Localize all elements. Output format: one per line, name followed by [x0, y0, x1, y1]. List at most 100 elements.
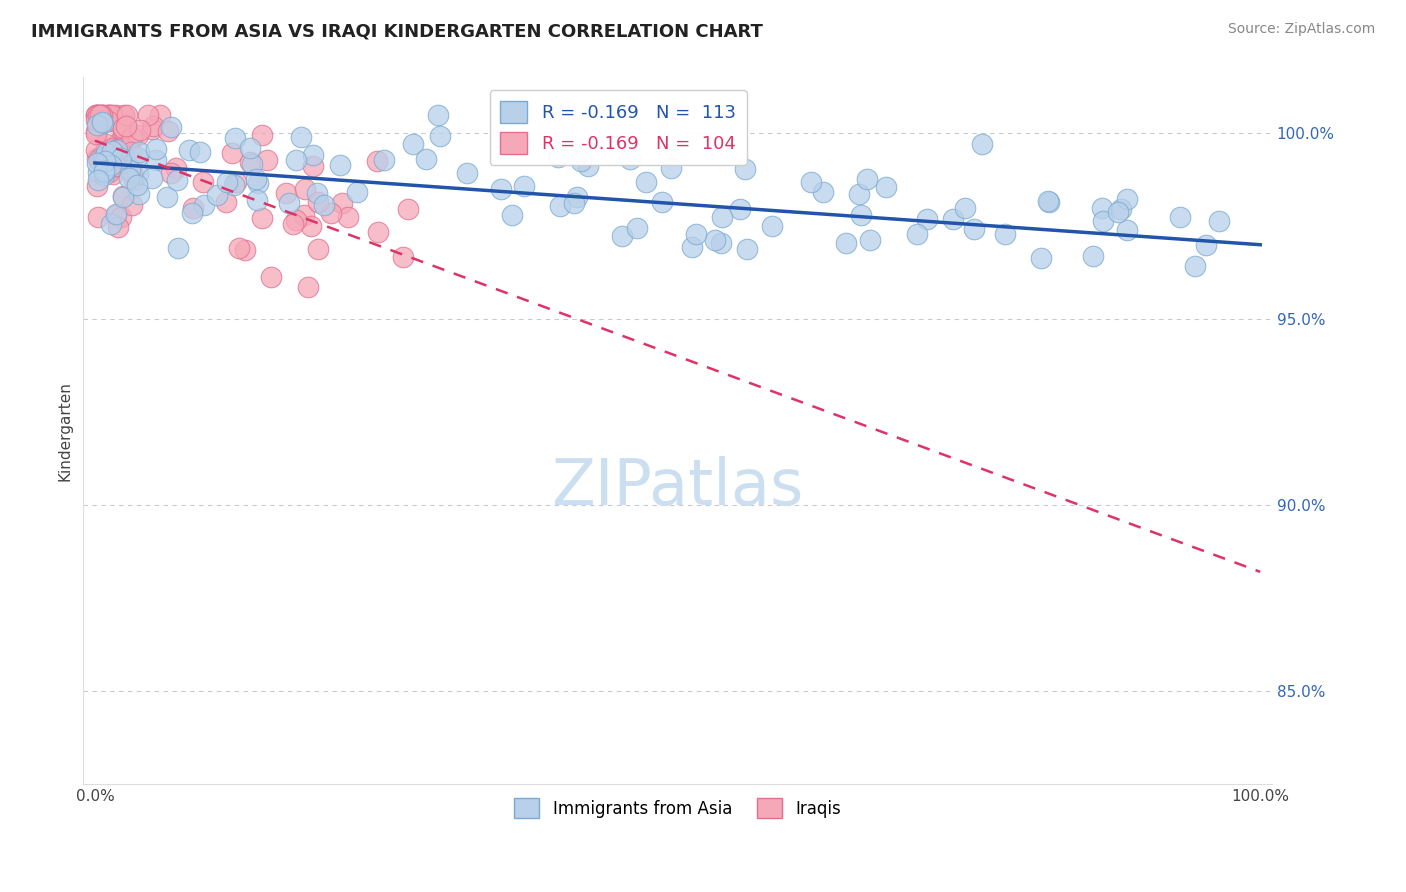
Point — [160, 120, 183, 134]
Point — [659, 161, 682, 175]
Point — [93, 161, 115, 176]
Point — [127, 150, 149, 164]
Point — [294, 182, 316, 196]
Point — [1091, 202, 1114, 216]
Point — [128, 122, 150, 136]
Point — [330, 196, 353, 211]
Point — [84, 107, 107, 121]
Point — [284, 153, 307, 168]
Point — [97, 142, 120, 156]
Point — [276, 186, 298, 200]
Point — [277, 195, 299, 210]
Point — [101, 140, 124, 154]
Point — [221, 145, 243, 160]
Point — [107, 135, 129, 149]
Point — [166, 173, 188, 187]
Point — [94, 146, 117, 161]
Point — [94, 137, 117, 152]
Point — [97, 150, 120, 164]
Point — [217, 175, 239, 189]
Point — [290, 129, 312, 144]
Point — [117, 171, 139, 186]
Point — [1038, 194, 1060, 209]
Point — [1184, 259, 1206, 273]
Point — [651, 195, 673, 210]
Point — [97, 113, 120, 128]
Point — [145, 153, 167, 167]
Point — [128, 145, 150, 159]
Point — [426, 107, 449, 121]
Point — [91, 151, 114, 165]
Point — [97, 150, 120, 164]
Point — [101, 107, 124, 121]
Point — [513, 179, 536, 194]
Point — [905, 227, 928, 241]
Point — [121, 197, 143, 211]
Point — [120, 145, 142, 159]
Point — [849, 209, 872, 223]
Point — [142, 119, 165, 133]
Text: IMMIGRANTS FROM ASIA VS IRAQI KINDERGARTEN CORRELATION CHART: IMMIGRANTS FROM ASIA VS IRAQI KINDERGART… — [31, 22, 763, 40]
Point — [104, 137, 127, 152]
Point — [312, 198, 335, 212]
Point — [149, 107, 172, 121]
Point — [735, 243, 758, 257]
Point — [100, 158, 122, 172]
Point — [1115, 193, 1137, 207]
Point — [415, 152, 437, 166]
Point — [94, 153, 117, 168]
Point — [91, 159, 114, 173]
Point — [856, 172, 879, 186]
Point — [188, 145, 211, 159]
Point — [167, 241, 190, 255]
Point — [105, 208, 128, 222]
Point — [84, 143, 107, 157]
Point — [97, 107, 120, 121]
Point — [121, 129, 143, 144]
Point — [235, 243, 257, 257]
Point — [246, 193, 269, 207]
Point — [1029, 251, 1052, 265]
Point — [120, 133, 142, 147]
Point — [84, 113, 107, 128]
Point — [1038, 194, 1060, 208]
Point — [141, 122, 163, 136]
Point — [110, 210, 132, 224]
Point — [127, 167, 149, 181]
Point — [115, 119, 138, 133]
Point — [307, 242, 329, 256]
Point — [1083, 249, 1105, 263]
Point — [111, 121, 134, 136]
Point — [1208, 213, 1230, 227]
Point — [86, 156, 108, 170]
Point — [110, 152, 132, 166]
Point — [103, 167, 125, 181]
Legend: Immigrants from Asia, Iraqis: Immigrants from Asia, Iraqis — [508, 791, 848, 825]
Point — [98, 161, 121, 176]
Point — [104, 108, 127, 122]
Point — [94, 153, 117, 168]
Point — [90, 155, 112, 169]
Point — [367, 225, 389, 239]
Point — [112, 107, 135, 121]
Point — [191, 176, 214, 190]
Point — [576, 160, 599, 174]
Point — [1107, 204, 1129, 219]
Point — [222, 178, 245, 193]
Text: ZIPatlas: ZIPatlas — [551, 456, 804, 518]
Point — [115, 107, 138, 121]
Point — [86, 118, 108, 132]
Point — [761, 219, 783, 233]
Point — [91, 107, 114, 121]
Point — [710, 235, 733, 250]
Point — [250, 211, 273, 226]
Point — [281, 217, 304, 231]
Point — [177, 143, 200, 157]
Point — [93, 169, 115, 183]
Point — [225, 175, 247, 189]
Point — [86, 178, 108, 193]
Point — [260, 269, 283, 284]
Point — [972, 136, 994, 151]
Point — [89, 107, 111, 121]
Point — [305, 186, 328, 201]
